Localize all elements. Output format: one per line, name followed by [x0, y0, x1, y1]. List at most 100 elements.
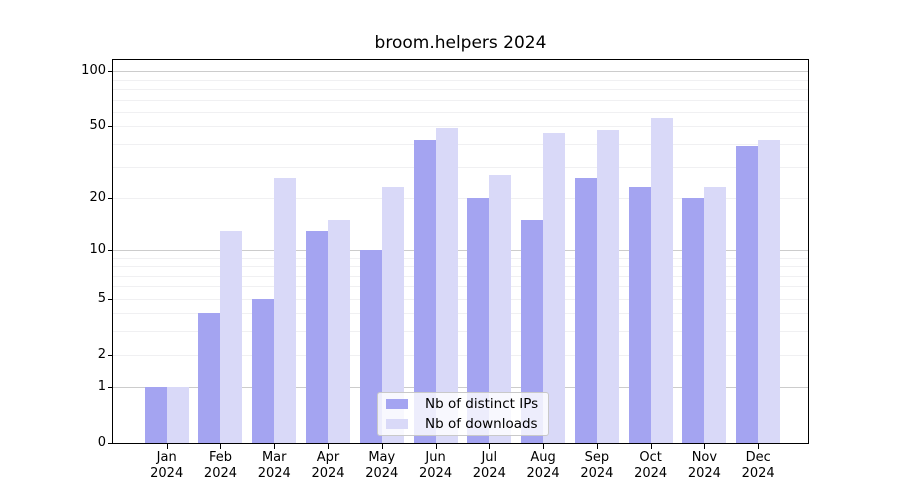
x-tick-label-sep: Sep 2024: [567, 450, 627, 482]
bar-distinct-ips-apr: [306, 230, 328, 443]
y-tick-mark-50: [108, 126, 112, 128]
x-tick-year: 2024: [526, 466, 560, 481]
x-tick-year: 2024: [472, 466, 506, 481]
x-tick-year: 2024: [634, 466, 668, 481]
gridline-major-10: [113, 249, 808, 251]
legend-label-distinct-ips: Nb of distinct IPs: [425, 396, 539, 412]
y-tick-label-100: 100: [81, 63, 106, 79]
x-tick-mark-feb: [220, 444, 222, 449]
bar-distinct-ips-jun: [413, 140, 436, 443]
gridline-minor-5: [113, 298, 808, 300]
bar-downloads-aug: [543, 133, 566, 443]
x-tick-month: Dec: [745, 450, 771, 465]
x-tick-label-nov: Nov 2024: [674, 450, 734, 482]
gridline-minor-9: [113, 257, 808, 259]
legend-swatch-distinct-ips: [386, 399, 408, 409]
x-tick-year: 2024: [150, 466, 184, 481]
chart-title: broom.helpers 2024: [374, 33, 547, 53]
x-tick-label-oct: Oct 2024: [621, 450, 681, 482]
gridline-minor-4: [113, 313, 808, 315]
x-tick-mark-may: [381, 444, 383, 449]
legend-label-downloads: Nb of downloads: [425, 416, 538, 432]
x-tick-label-dec: Dec 2024: [728, 450, 788, 482]
bar-downloads-oct: [650, 117, 673, 443]
bar-downloads-sep: [596, 129, 619, 443]
x-tick-label-jul: Jul 2024: [459, 450, 519, 482]
y-tick-label-2: 2: [97, 346, 106, 362]
x-tick-label-jan: Jan 2024: [137, 450, 197, 482]
bar-distinct-ips-dec: [736, 146, 759, 443]
y-tick-label-50: 50: [89, 118, 106, 134]
x-tick-year: 2024: [311, 466, 345, 481]
bar-downloads-jul: [489, 174, 512, 443]
bar-distinct-ips-aug: [521, 219, 544, 443]
legend-swatch-downloads: [386, 419, 408, 429]
bar-downloads-may: [381, 187, 404, 443]
y-tick-label-0: 0: [97, 435, 106, 450]
gridline-minor-8: [113, 266, 808, 268]
x-tick-month: Aug: [530, 450, 556, 465]
x-tick-mark-jun: [435, 444, 437, 449]
x-tick-year: 2024: [741, 466, 775, 481]
y-tick-mark-2: [108, 354, 112, 356]
gridline-minor-6: [113, 286, 808, 288]
x-tick-month: Jul: [481, 450, 498, 465]
x-tick-year: 2024: [580, 466, 614, 481]
bar-distinct-ips-jul: [467, 197, 490, 443]
gridline-minor-50: [113, 126, 808, 128]
x-tick-month: Feb: [208, 450, 232, 465]
y-tick-label-1: 1: [97, 379, 106, 395]
x-tick-mark-sep: [596, 444, 598, 449]
y-tick-mark-1: [108, 387, 112, 389]
x-tick-label-apr: Apr 2024: [298, 450, 358, 482]
y-tick-mark-100: [108, 71, 112, 73]
x-tick-month: Jun: [425, 450, 446, 465]
gridline-minor-70: [113, 99, 808, 101]
x-tick-mark-jan: [166, 444, 168, 449]
bar-downloads-apr: [328, 219, 350, 443]
x-tick-month: Jan: [156, 450, 177, 465]
x-tick-year: 2024: [365, 466, 399, 481]
x-tick-month: May: [368, 450, 396, 465]
bar-distinct-ips-mar: [252, 298, 275, 443]
legend-item-downloads: Nb of downloads: [386, 415, 540, 433]
x-tick-month: Mar: [261, 450, 287, 465]
bar-distinct-ips-may: [359, 249, 382, 443]
y-tick-mark-10: [108, 249, 112, 251]
x-tick-mark-oct: [650, 444, 652, 449]
gridline-minor-40: [113, 144, 808, 146]
gridline-minor-60: [113, 112, 808, 114]
y-tick-label-5: 5: [97, 290, 106, 306]
gridline-minor-3: [113, 331, 808, 333]
legend: Nb of distinct IPs Nb of downloads: [377, 392, 549, 436]
x-tick-mark-nov: [704, 444, 706, 449]
x-tick-mark-mar: [274, 444, 276, 449]
x-tick-month: Sep: [584, 450, 610, 465]
gridline-minor-90: [113, 79, 808, 81]
x-tick-label-aug: Aug 2024: [513, 450, 573, 482]
gridline-minor-80: [113, 89, 808, 91]
y-tick-mark-20: [108, 197, 112, 199]
gridline-major-100: [113, 71, 808, 73]
x-tick-label-mar: Mar 2024: [244, 450, 304, 482]
x-tick-month: Apr: [316, 450, 340, 465]
y-tick-label-10: 10: [89, 241, 106, 257]
bar-downloads-dec: [758, 140, 781, 443]
plot-area: [112, 59, 809, 444]
bar-downloads-jan: [166, 387, 189, 443]
gridline-minor-30: [113, 166, 808, 168]
gridline-minor-20: [113, 197, 808, 199]
gridline-major-1: [113, 387, 808, 389]
y-tick-label-20: 20: [89, 189, 106, 205]
x-tick-mark-dec: [758, 444, 760, 449]
bar-downloads-feb: [220, 230, 243, 443]
bar-downloads-nov: [704, 187, 727, 443]
x-tick-label-may: May 2024: [352, 450, 412, 482]
x-tick-mark-apr: [328, 444, 329, 449]
bar-distinct-ips-sep: [574, 177, 597, 443]
x-tick-month: Oct: [639, 450, 662, 465]
bar-distinct-ips-oct: [628, 187, 651, 443]
x-tick-month: Nov: [691, 450, 718, 465]
y-tick-mark-5: [108, 298, 112, 300]
